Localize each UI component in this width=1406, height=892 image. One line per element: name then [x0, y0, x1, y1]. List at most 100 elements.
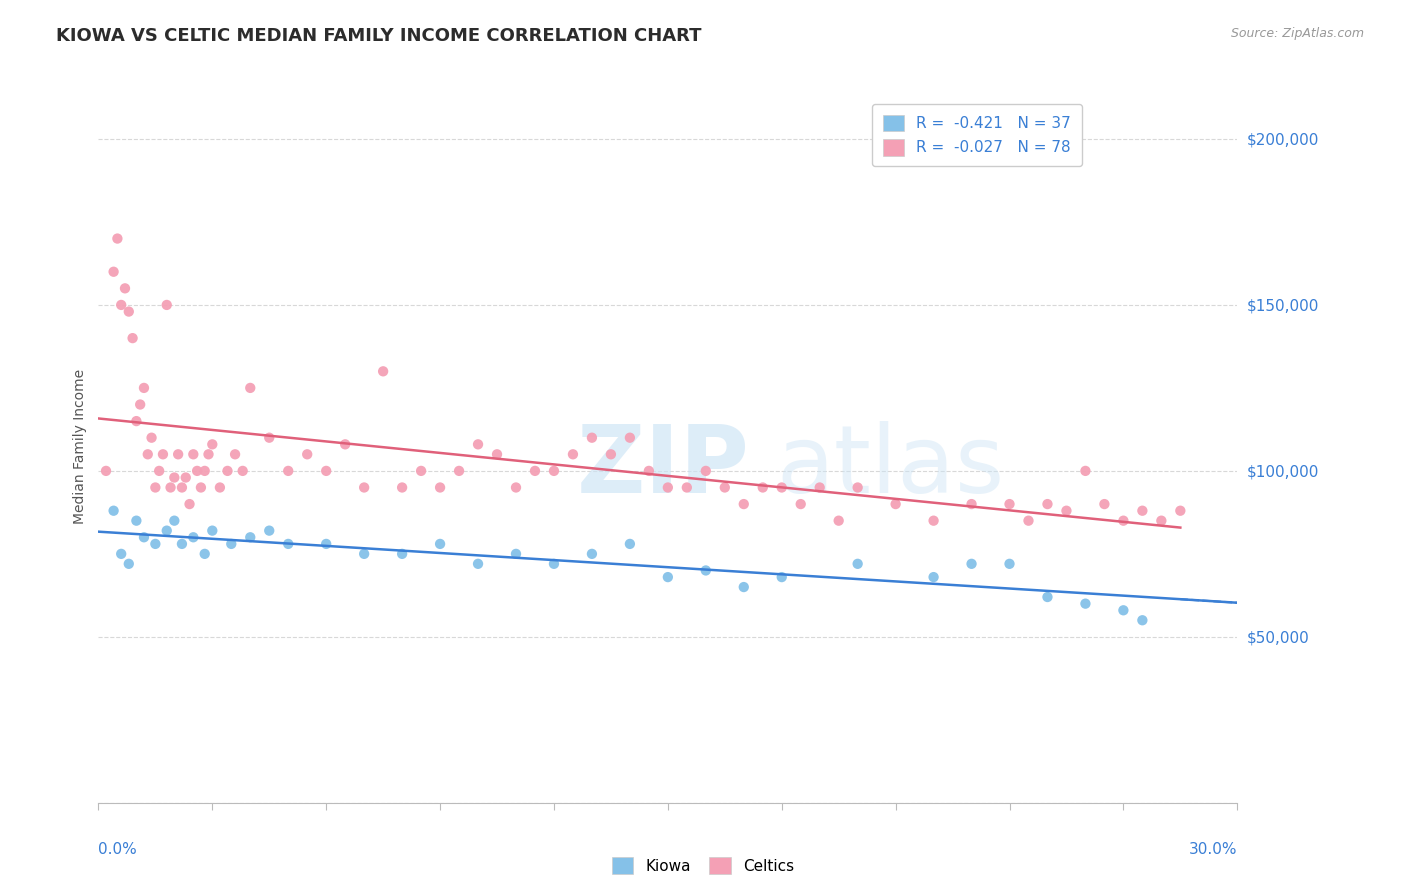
Point: [118, 304, 141, 318]
Point: [179, 497, 201, 511]
Point: [239, 530, 262, 544]
Point: [447, 464, 470, 478]
Point: [221, 537, 243, 551]
Point: [156, 524, 179, 538]
Point: [145, 537, 167, 551]
Point: [353, 547, 375, 561]
Point: [922, 570, 945, 584]
Point: [183, 530, 205, 544]
Point: [467, 557, 489, 571]
Text: 30.0%: 30.0%: [1189, 842, 1237, 857]
Point: [505, 547, 527, 561]
Point: [1036, 590, 1059, 604]
Point: [619, 537, 641, 551]
Point: [922, 514, 945, 528]
Point: [1094, 497, 1116, 511]
Point: [194, 547, 217, 561]
Point: [676, 481, 699, 495]
Point: [94, 464, 117, 478]
Point: [657, 570, 679, 584]
Point: [186, 464, 208, 478]
Point: [391, 547, 413, 561]
Point: [486, 447, 509, 461]
Point: [1074, 464, 1097, 478]
Point: [1074, 597, 1097, 611]
Point: [1036, 497, 1059, 511]
Point: [543, 557, 565, 571]
Point: [163, 514, 186, 528]
Text: KIOWA VS CELTIC MEDIAN FAMILY INCOME CORRELATION CHART: KIOWA VS CELTIC MEDIAN FAMILY INCOME COR…: [56, 27, 702, 45]
Point: [524, 464, 547, 478]
Point: [239, 381, 262, 395]
Point: [277, 537, 299, 551]
Point: [145, 481, 167, 495]
Point: [581, 431, 603, 445]
Point: [163, 470, 186, 484]
Point: [136, 447, 159, 461]
Text: atlas: atlas: [776, 421, 1004, 514]
Text: 0.0%: 0.0%: [98, 842, 138, 857]
Point: [125, 514, 148, 528]
Point: [114, 281, 136, 295]
Point: [1018, 514, 1040, 528]
Point: [657, 481, 679, 495]
Point: [107, 231, 129, 245]
Point: [259, 431, 281, 445]
Point: [277, 464, 299, 478]
Point: [884, 497, 907, 511]
Legend: R =  -0.421   N = 37, R =  -0.027   N = 78: R = -0.421 N = 37, R = -0.027 N = 78: [872, 104, 1081, 166]
Point: [132, 530, 155, 544]
Point: [110, 298, 132, 312]
Point: [733, 580, 755, 594]
Point: [353, 481, 375, 495]
Point: [467, 437, 489, 451]
Point: [132, 381, 155, 395]
Point: [141, 431, 163, 445]
Point: [429, 481, 451, 495]
Point: [998, 497, 1021, 511]
Point: [129, 397, 152, 411]
Point: [505, 481, 527, 495]
Point: [335, 437, 357, 451]
Point: [152, 447, 174, 461]
Point: [695, 564, 717, 578]
Point: [770, 570, 793, 584]
Point: [259, 524, 281, 538]
Point: [297, 447, 319, 461]
Point: [846, 557, 869, 571]
Text: ZIP: ZIP: [576, 421, 749, 514]
Point: [1112, 603, 1135, 617]
Point: [600, 447, 623, 461]
Point: [1112, 514, 1135, 528]
Point: [790, 497, 813, 511]
Point: [190, 481, 212, 495]
Point: [159, 481, 181, 495]
Point: [125, 414, 148, 428]
Point: [118, 557, 141, 571]
Point: [828, 514, 851, 528]
Point: [315, 537, 337, 551]
Point: [714, 481, 737, 495]
Point: [960, 557, 983, 571]
Text: Source: ZipAtlas.com: Source: ZipAtlas.com: [1230, 27, 1364, 40]
Point: [315, 464, 337, 478]
Point: [183, 447, 205, 461]
Point: [638, 464, 661, 478]
Point: [846, 481, 869, 495]
Point: [217, 464, 239, 478]
Point: [695, 464, 717, 478]
Point: [998, 557, 1021, 571]
Point: [733, 497, 755, 511]
Point: [232, 464, 254, 478]
Point: [201, 524, 224, 538]
Point: [201, 437, 224, 451]
Point: [103, 504, 125, 518]
Point: [1054, 504, 1078, 518]
Point: [208, 481, 231, 495]
Point: [1132, 613, 1154, 627]
Point: [1132, 504, 1154, 518]
Point: [1170, 504, 1192, 518]
Point: [170, 537, 193, 551]
Point: [960, 497, 983, 511]
Point: [543, 464, 565, 478]
